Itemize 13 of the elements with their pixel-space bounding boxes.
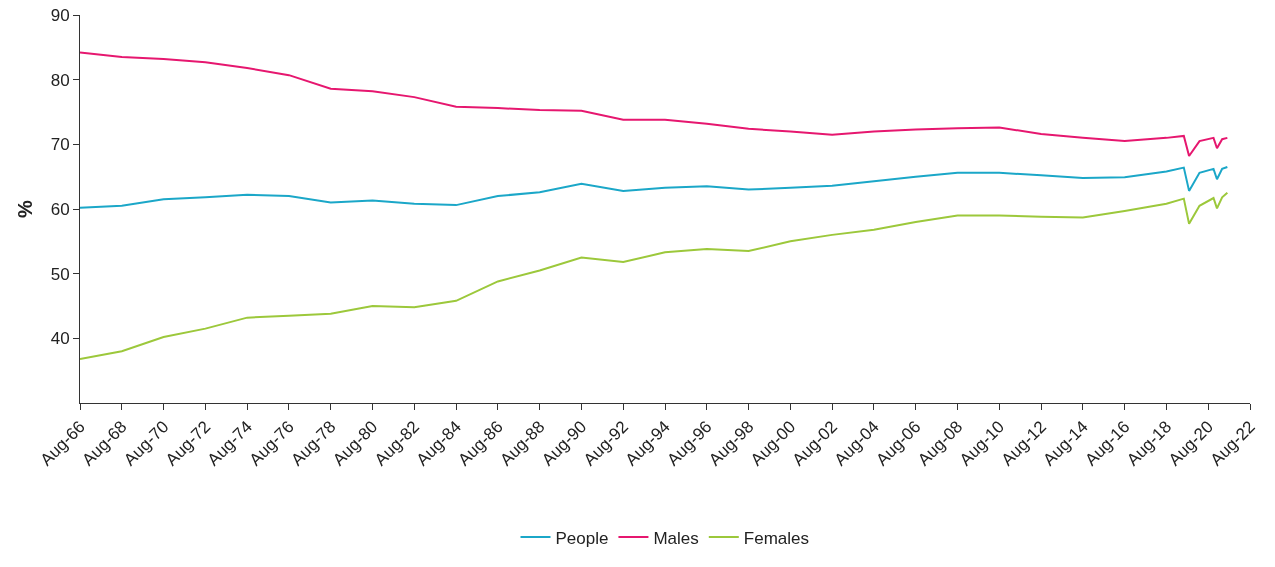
y-axis-title: % xyxy=(14,199,37,218)
line-series xyxy=(80,165,1229,209)
line-series xyxy=(80,51,1229,157)
legend-label: Females xyxy=(743,528,809,548)
legend-label: People xyxy=(555,528,609,548)
y-tick-label: 40 xyxy=(50,329,70,349)
y-tick-label: 60 xyxy=(50,199,70,219)
y-tick-label: 80 xyxy=(50,70,70,90)
legend-label: Males xyxy=(653,528,699,548)
y-tick-label: 70 xyxy=(50,135,70,155)
y-tick-label: 50 xyxy=(50,264,70,284)
line-series xyxy=(80,191,1229,361)
y-tick-label: 90 xyxy=(50,5,70,25)
